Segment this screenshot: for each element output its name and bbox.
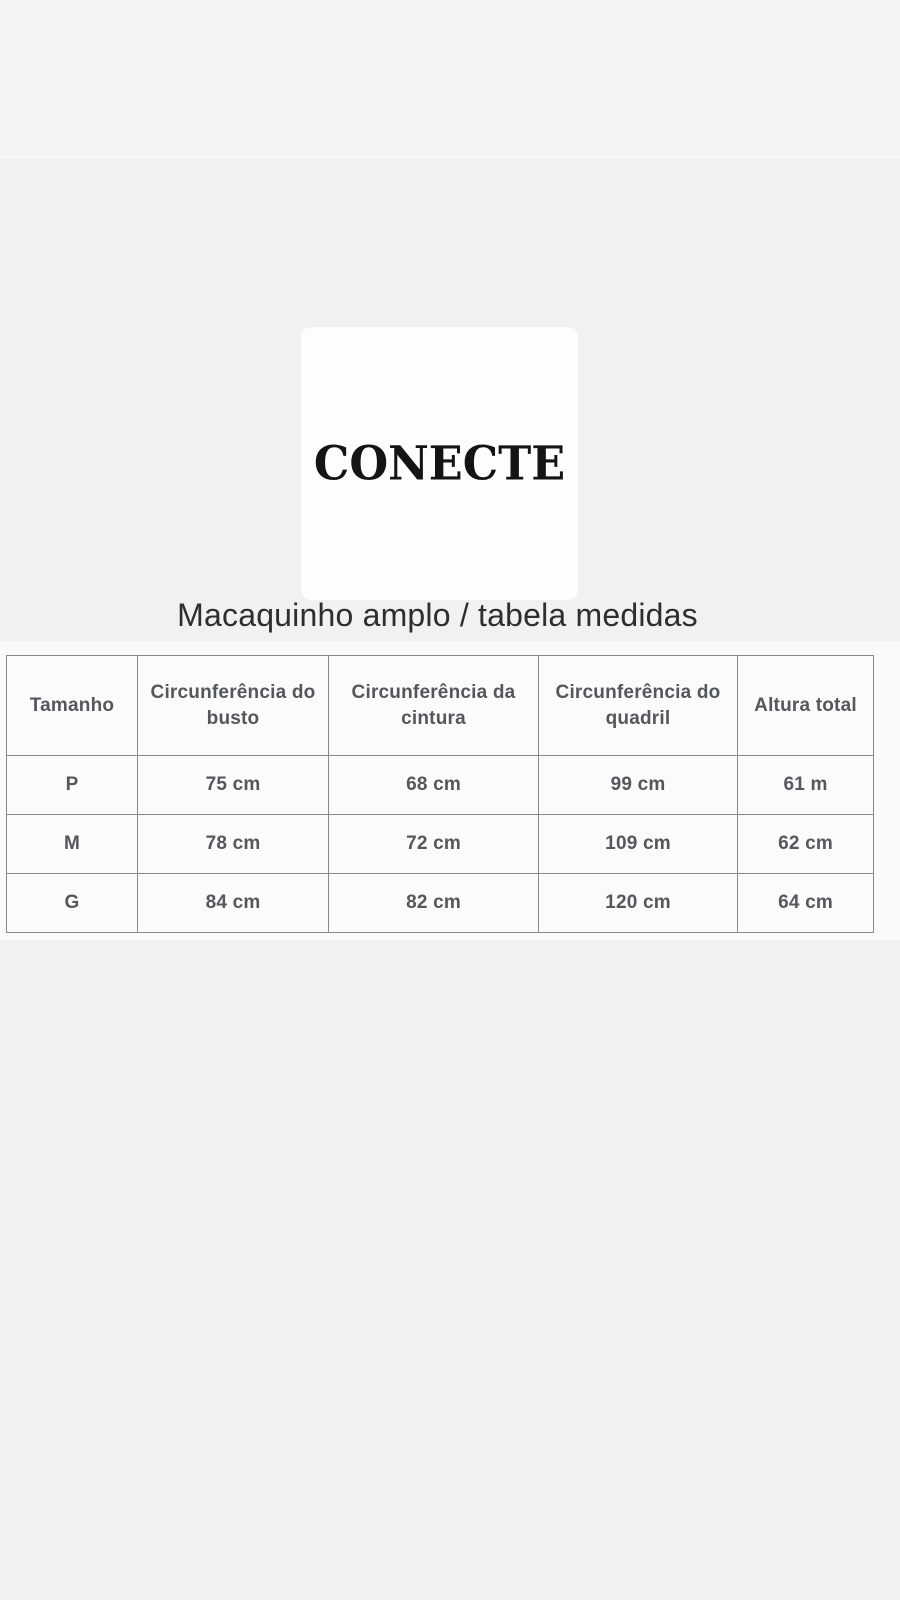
column-header-bust: Circunferência do busto [137,655,329,756]
column-header-height: Altura total [737,655,874,756]
top-background-band [0,0,900,158]
cell-hip: 120 cm [538,873,738,933]
cell-waist: 68 cm [328,755,539,815]
cell-height: 61 m [737,755,874,815]
column-header-size: Tamanho [6,655,138,756]
cell-height: 62 cm [737,814,874,874]
table-row: G 84 cm 82 cm 120 cm 64 cm [6,873,874,933]
cell-hip: 109 cm [538,814,738,874]
column-header-waist: Circunferência da cintura [328,655,539,756]
cell-size: P [6,755,138,815]
cell-size: G [6,873,138,933]
brand-logo-card: CONECTE [301,327,578,600]
cell-waist: 82 cm [328,873,539,933]
column-header-hip: Circunferência do quadril [538,655,738,756]
cell-size: M [6,814,138,874]
size-chart-title: Macaquinho amplo / tabela medidas [177,597,698,633]
cell-bust: 75 cm [137,755,329,815]
brand-logo: CONECTE [313,436,566,491]
cell-hip: 99 cm [538,755,738,815]
table-row: P 75 cm 68 cm 99 cm 61 m [6,755,874,815]
table-header-row: Tamanho Circunferência do busto Circunfe… [6,655,874,756]
cell-waist: 72 cm [328,814,539,874]
table-row: M 78 cm 72 cm 109 cm 62 cm [6,814,874,874]
cell-height: 64 cm [737,873,874,933]
cell-bust: 84 cm [137,873,329,933]
cell-bust: 78 cm [137,814,329,874]
size-chart-table: Tamanho Circunferência do busto Circunfe… [6,655,874,933]
